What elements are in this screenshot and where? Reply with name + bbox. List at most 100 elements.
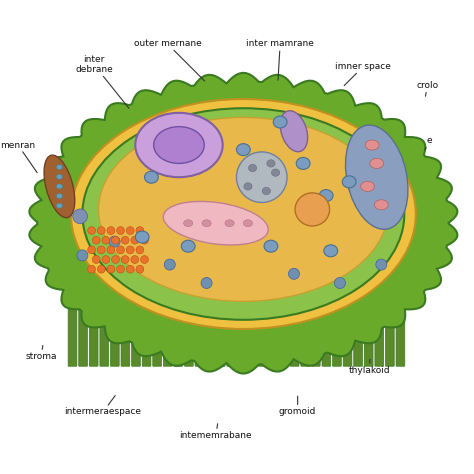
Ellipse shape [117, 265, 125, 273]
Ellipse shape [88, 246, 96, 254]
FancyBboxPatch shape [227, 255, 236, 366]
Ellipse shape [127, 265, 134, 273]
Ellipse shape [181, 240, 195, 252]
Ellipse shape [280, 111, 308, 152]
Ellipse shape [289, 268, 300, 279]
FancyBboxPatch shape [269, 255, 278, 366]
FancyBboxPatch shape [195, 255, 204, 366]
Ellipse shape [244, 183, 252, 190]
FancyBboxPatch shape [280, 255, 289, 366]
Ellipse shape [92, 255, 100, 264]
Ellipse shape [97, 227, 105, 235]
Ellipse shape [237, 144, 250, 155]
FancyBboxPatch shape [89, 255, 98, 366]
Ellipse shape [88, 265, 96, 273]
Ellipse shape [107, 265, 115, 273]
Ellipse shape [117, 227, 125, 235]
Ellipse shape [99, 118, 388, 301]
Ellipse shape [56, 174, 63, 179]
Ellipse shape [56, 203, 63, 208]
Ellipse shape [376, 259, 387, 270]
Text: menran: menran [0, 140, 37, 173]
FancyBboxPatch shape [237, 255, 246, 366]
Text: imner space: imner space [335, 63, 391, 86]
Ellipse shape [82, 108, 404, 320]
FancyBboxPatch shape [258, 255, 267, 366]
Ellipse shape [135, 113, 223, 177]
Ellipse shape [390, 209, 401, 219]
Ellipse shape [56, 164, 63, 170]
Ellipse shape [127, 246, 134, 254]
Text: intememrabane: intememrabane [180, 424, 252, 440]
Text: gromoid: gromoid [279, 396, 316, 416]
FancyBboxPatch shape [121, 255, 130, 366]
Polygon shape [29, 73, 457, 374]
Text: stroma: stroma [25, 346, 57, 361]
FancyBboxPatch shape [100, 255, 109, 366]
Ellipse shape [73, 209, 88, 224]
Ellipse shape [237, 152, 287, 202]
Ellipse shape [183, 220, 193, 227]
Ellipse shape [88, 227, 96, 235]
Ellipse shape [131, 255, 139, 264]
FancyBboxPatch shape [110, 255, 119, 366]
Ellipse shape [121, 237, 129, 244]
Ellipse shape [272, 169, 280, 176]
Text: e: e [425, 136, 432, 150]
Ellipse shape [102, 237, 110, 244]
Ellipse shape [121, 255, 129, 264]
Ellipse shape [324, 245, 337, 257]
Text: outer mernane: outer mernane [134, 39, 205, 81]
Ellipse shape [135, 231, 149, 243]
Ellipse shape [164, 201, 268, 245]
FancyBboxPatch shape [216, 255, 225, 366]
Ellipse shape [102, 255, 110, 264]
FancyBboxPatch shape [333, 255, 341, 366]
FancyBboxPatch shape [301, 255, 310, 366]
Ellipse shape [109, 236, 120, 247]
Ellipse shape [141, 237, 148, 244]
Text: inter
debrane: inter debrane [75, 55, 129, 109]
Ellipse shape [97, 246, 105, 254]
Ellipse shape [365, 140, 379, 150]
Ellipse shape [264, 240, 278, 252]
Ellipse shape [361, 182, 374, 191]
Ellipse shape [262, 187, 271, 195]
Ellipse shape [111, 237, 119, 244]
Ellipse shape [107, 246, 115, 254]
Text: inter mamrane: inter mamrane [246, 39, 314, 80]
Text: thylakoid: thylakoid [349, 359, 391, 375]
Ellipse shape [44, 155, 75, 218]
Ellipse shape [202, 220, 211, 227]
FancyBboxPatch shape [79, 255, 88, 366]
Ellipse shape [295, 193, 329, 226]
Ellipse shape [77, 250, 88, 261]
FancyBboxPatch shape [68, 255, 77, 366]
Ellipse shape [136, 227, 144, 235]
FancyBboxPatch shape [396, 255, 405, 366]
Ellipse shape [145, 171, 158, 183]
Ellipse shape [248, 164, 257, 172]
Ellipse shape [131, 237, 139, 244]
FancyBboxPatch shape [385, 255, 394, 366]
Text: intermeraespace: intermeraespace [64, 396, 142, 416]
Ellipse shape [56, 193, 63, 199]
FancyBboxPatch shape [365, 255, 373, 366]
FancyBboxPatch shape [142, 255, 151, 366]
Ellipse shape [273, 116, 287, 128]
Ellipse shape [71, 99, 416, 329]
Ellipse shape [296, 157, 310, 169]
Ellipse shape [111, 255, 119, 264]
Ellipse shape [243, 220, 253, 227]
Ellipse shape [136, 246, 144, 254]
FancyBboxPatch shape [153, 255, 162, 366]
Ellipse shape [97, 265, 105, 273]
Ellipse shape [335, 277, 346, 289]
FancyBboxPatch shape [164, 255, 172, 366]
FancyBboxPatch shape [206, 255, 214, 366]
Ellipse shape [154, 127, 204, 164]
Ellipse shape [374, 200, 388, 210]
FancyBboxPatch shape [354, 255, 363, 366]
FancyBboxPatch shape [322, 255, 331, 366]
Ellipse shape [370, 158, 383, 168]
